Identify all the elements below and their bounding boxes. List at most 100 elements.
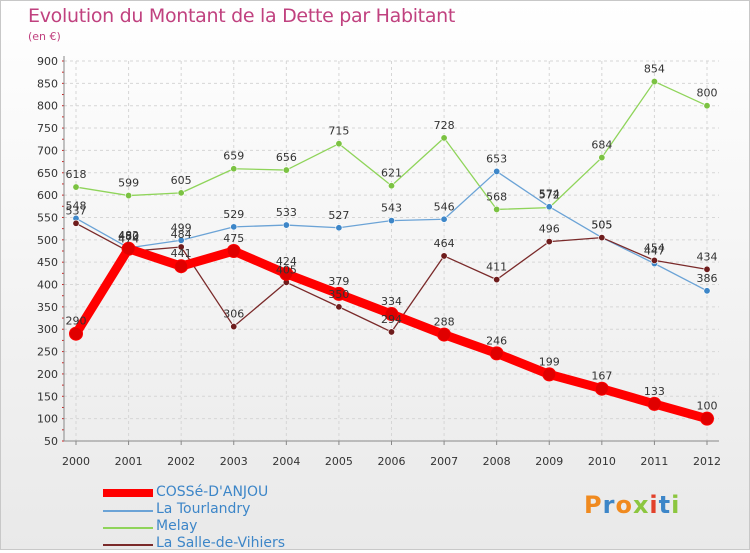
x-tick-label: 2003 — [220, 455, 248, 468]
y-tick-label: 150 — [37, 390, 58, 403]
data-label: 447 — [644, 245, 665, 258]
data-label: 496 — [539, 223, 560, 236]
data-label: 474 — [118, 232, 139, 245]
data-point — [174, 259, 189, 274]
data-point — [489, 346, 504, 361]
data-label: 618 — [66, 168, 87, 181]
data-label: 434 — [697, 250, 718, 263]
logo-letter: x — [632, 491, 650, 519]
x-tick-label: 2011 — [640, 455, 668, 468]
data-point — [440, 134, 448, 142]
data-point — [542, 367, 557, 382]
logo-letter: i — [671, 491, 681, 519]
data-point — [72, 219, 80, 227]
data-point — [703, 102, 711, 110]
data-point — [69, 326, 83, 341]
data-label: 379 — [328, 275, 349, 288]
data-label: 715 — [328, 125, 349, 138]
data-point — [121, 241, 136, 256]
legend-label-salle: La Salle-de-Vihiers — [156, 535, 286, 551]
data-label: 484 — [171, 228, 192, 241]
data-point — [177, 243, 185, 251]
data-label: 475 — [223, 232, 244, 245]
data-label: 350 — [328, 288, 349, 301]
y-tick-label: 500 — [37, 234, 58, 247]
data-point — [387, 328, 395, 336]
data-point — [650, 78, 658, 86]
y-tick-label: 650 — [37, 167, 58, 180]
data-point — [440, 215, 448, 223]
data-label: 527 — [328, 209, 349, 222]
data-label: 424 — [276, 255, 297, 268]
data-label: 854 — [644, 63, 665, 76]
legend-swatch-melay — [103, 527, 153, 529]
data-label: 605 — [171, 174, 192, 187]
data-point — [279, 266, 294, 281]
data-label: 480 — [118, 230, 139, 243]
x-tick-label: 2001 — [115, 455, 143, 468]
logo-letter: o — [615, 491, 633, 519]
y-tick-label: 600 — [37, 189, 58, 202]
x-tick-label: 2006 — [378, 455, 406, 468]
data-label: 529 — [223, 208, 244, 221]
data-label: 543 — [381, 202, 402, 215]
data-point — [335, 303, 343, 311]
x-tick-label: 2009 — [535, 455, 563, 468]
data-label: 684 — [591, 139, 612, 152]
legend-swatch-salle — [103, 544, 153, 546]
logo-letter: r — [602, 491, 616, 519]
y-tick-label: 200 — [37, 368, 58, 381]
y-tick-label: 350 — [37, 301, 58, 314]
data-point — [545, 203, 553, 211]
data-point — [703, 265, 711, 273]
legend-label-tourlandry: La Tourlandry — [156, 501, 251, 517]
data-point — [282, 221, 290, 229]
data-label: 505 — [591, 219, 612, 232]
data-point — [282, 166, 290, 174]
data-point — [650, 256, 658, 264]
y-tick-label: 750 — [37, 122, 58, 135]
data-point — [387, 182, 395, 190]
chart-subtitle: (en €) — [28, 30, 61, 43]
data-label: 334 — [381, 295, 402, 308]
legend-label-melay: Melay — [156, 518, 198, 534]
data-label: 505 — [591, 219, 612, 232]
x-tick-label: 2004 — [272, 455, 300, 468]
y-tick-label: 400 — [37, 279, 58, 292]
y-tick-label: 300 — [37, 323, 58, 336]
data-label: 574 — [539, 188, 560, 201]
data-point — [700, 411, 714, 426]
chart-title: Evolution du Montant de la Dette par Hab… — [28, 5, 456, 27]
data-point — [545, 238, 553, 246]
data-point — [647, 396, 662, 411]
data-label: 386 — [697, 272, 718, 285]
legend-swatch-tourlandry — [103, 510, 153, 512]
data-point — [230, 323, 238, 331]
y-tick-label: 850 — [37, 77, 58, 90]
x-tick-label: 2002 — [167, 455, 195, 468]
data-label: 659 — [223, 150, 244, 163]
data-label: 568 — [486, 190, 507, 203]
x-tick-label: 2008 — [483, 455, 511, 468]
data-label: 290 — [66, 315, 87, 328]
data-label: 572 — [539, 189, 560, 202]
data-label: 546 — [434, 200, 455, 213]
x-tick-label: 2000 — [62, 455, 90, 468]
logo-letter: t — [658, 491, 672, 519]
data-label: 100 — [697, 400, 718, 413]
x-tick-label: 2010 — [588, 455, 616, 468]
y-tick-label: 700 — [37, 144, 58, 157]
data-point — [594, 381, 609, 396]
data-label: 306 — [223, 308, 244, 321]
data-label: 533 — [276, 206, 297, 219]
data-label: 537 — [66, 204, 87, 217]
data-point — [335, 140, 343, 148]
data-point — [72, 183, 80, 191]
data-label: 167 — [591, 370, 612, 383]
data-label: 653 — [486, 152, 507, 165]
data-point — [230, 223, 238, 231]
y-tick-label: 50 — [44, 435, 58, 448]
data-point — [598, 154, 606, 162]
data-point — [437, 327, 452, 342]
